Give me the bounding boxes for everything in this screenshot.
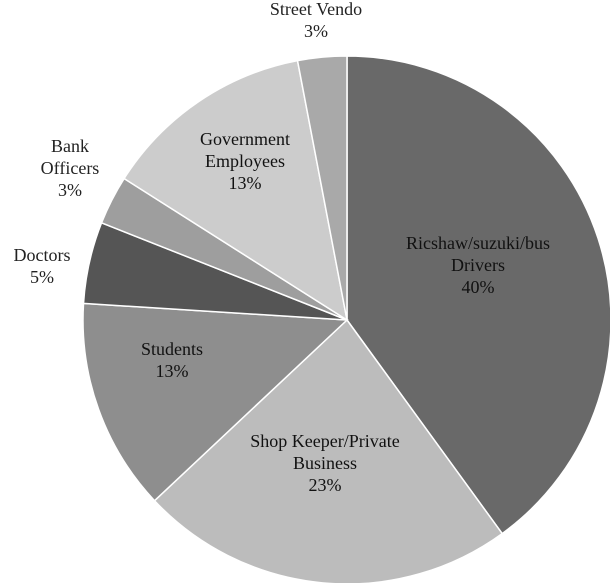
slice-label-ricshaw-suzuki-bus-drivers: Ricshaw/suzuki/bus Drivers 40% (406, 233, 550, 297)
slice-label-students: Students 13% (141, 339, 203, 381)
pie-labels: Ricshaw/suzuki/bus Drivers 40% Shop Keeper/… (14, 0, 551, 495)
slice-label-shop-keeper-private-business: Shop Keeper/Private Business 23% (250, 431, 399, 495)
slice-value-label: 13% (156, 361, 189, 381)
slice-name-label: Students (141, 339, 203, 359)
slice-name-label: Officers (41, 158, 100, 178)
pie-slice-government-employees (123, 59, 349, 322)
slice-name-label: Employees (205, 151, 285, 171)
slice-name-label: Doctors (14, 245, 71, 265)
pie-slices (82, 55, 610, 583)
slice-name-label: Government (200, 129, 290, 149)
slice-name-label: Shop Keeper/Private (250, 431, 399, 451)
slice-name-label: Ricshaw/suzuki/bus (406, 233, 550, 253)
slice-name-label: Street Vendo (270, 0, 362, 19)
slice-value-label: 3% (58, 180, 82, 200)
slice-name-label: Business (293, 453, 357, 473)
pie-slice-students (82, 302, 349, 502)
slice-name-label: Bank (51, 136, 89, 156)
slice-value-label: 5% (30, 267, 54, 287)
slice-value-label: 13% (229, 173, 262, 193)
slice-value-label: 3% (304, 21, 328, 41)
slice-value-label: 40% (462, 277, 495, 297)
pie-slice-street-vendo (296, 55, 348, 321)
slice-label-street-vendo: Street Vendo 3% (270, 0, 362, 41)
slice-value-label: 23% (309, 475, 342, 495)
slice-label-bank-officers: Bank Officers 3% (41, 136, 100, 200)
slice-label-doctors: Doctors 5% (14, 245, 71, 287)
pie-slice-ricshaw-suzuki-bus-drivers (346, 55, 610, 535)
slice-name-label: Drivers (451, 255, 505, 275)
slice-label-government-employees: Government Employees 13% (200, 129, 290, 193)
